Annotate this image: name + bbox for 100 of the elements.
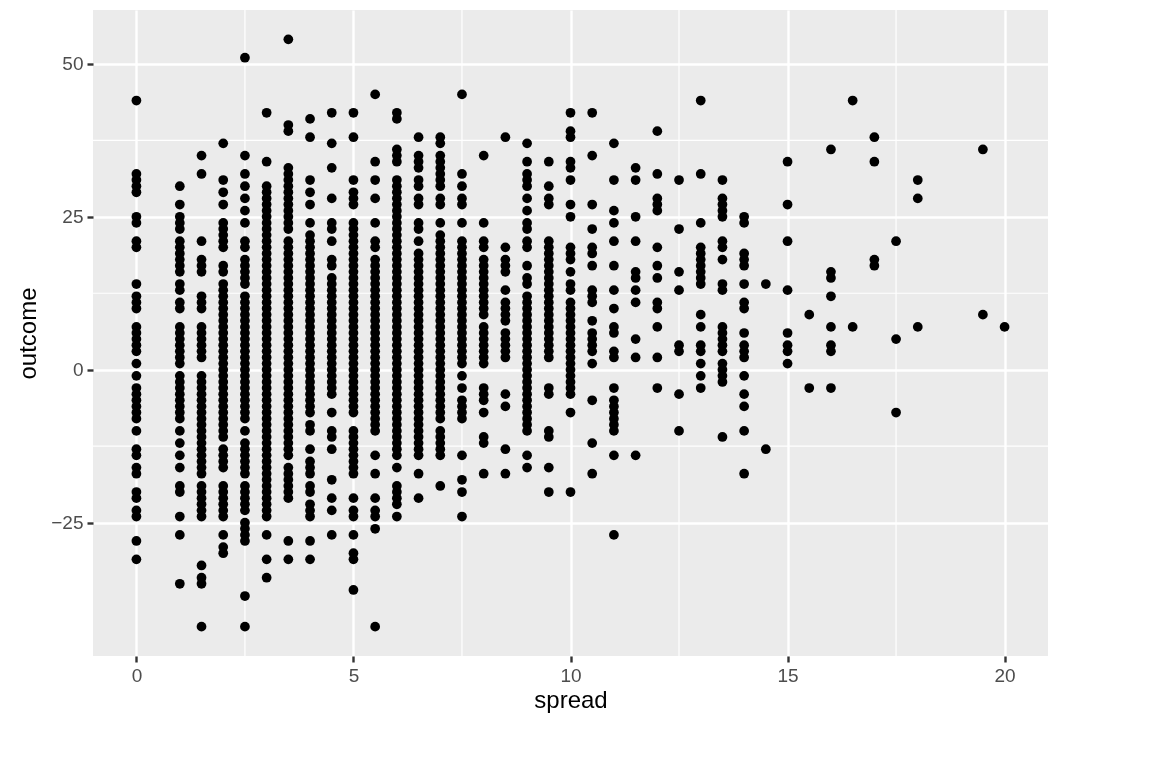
point: [131, 95, 142, 106]
point: [370, 89, 381, 100]
point: [522, 260, 532, 271]
point: [305, 114, 315, 124]
point: [261, 554, 272, 565]
point: [522, 205, 532, 216]
point: [565, 199, 576, 210]
point: [695, 218, 706, 228]
point: [652, 242, 663, 253]
point: [739, 370, 750, 381]
point: [305, 199, 315, 210]
point: [652, 260, 663, 271]
point: [131, 358, 142, 369]
point: [131, 536, 142, 546]
point: [348, 175, 359, 185]
point: [630, 334, 641, 344]
point: [326, 193, 337, 204]
point: [609, 450, 619, 461]
point: [240, 52, 250, 63]
point: [326, 493, 337, 504]
point: [457, 487, 467, 497]
point: [826, 144, 836, 155]
point: [674, 285, 684, 296]
point: [326, 505, 337, 516]
point: [218, 175, 229, 185]
point: [370, 621, 381, 632]
point: [826, 291, 836, 302]
point: [500, 468, 511, 479]
point: [196, 560, 207, 571]
point: [869, 156, 880, 167]
point: [196, 236, 207, 247]
point: [587, 150, 598, 161]
point: [261, 572, 272, 583]
point: [652, 126, 663, 136]
point: [174, 224, 185, 234]
point: [457, 383, 467, 393]
point: [326, 530, 337, 540]
point: [609, 205, 619, 216]
point: [609, 285, 619, 296]
point: [500, 242, 511, 253]
point: [565, 266, 576, 277]
point: [174, 426, 185, 436]
point: [522, 193, 532, 204]
point: [674, 426, 684, 436]
point: [457, 474, 467, 485]
point: [305, 426, 315, 436]
point: [240, 181, 250, 192]
point: [782, 285, 793, 296]
point: [174, 530, 185, 540]
point: [695, 95, 706, 106]
point: [652, 322, 663, 332]
point: [717, 377, 728, 387]
y-tick-label: 0: [72, 359, 84, 381]
point: [587, 468, 598, 479]
x-tick-label: 0: [131, 664, 143, 686]
point: [804, 309, 815, 320]
point: [826, 322, 836, 332]
x-axis-title: spread: [534, 685, 608, 713]
point: [218, 432, 229, 442]
point: [305, 132, 315, 143]
point: [413, 224, 424, 234]
point: [348, 493, 359, 504]
point: [717, 432, 728, 442]
point: [457, 169, 467, 179]
point: [522, 156, 532, 167]
point: [717, 175, 728, 185]
point: [348, 530, 359, 540]
point: [695, 279, 706, 289]
point: [891, 236, 901, 247]
point: [174, 181, 185, 192]
point: [457, 181, 467, 192]
point: [305, 536, 315, 546]
point: [131, 279, 142, 289]
point: [305, 218, 315, 228]
point: [370, 468, 381, 479]
point: [522, 462, 532, 473]
point: [565, 175, 576, 185]
x-tick-label: 5: [348, 664, 360, 686]
point: [522, 450, 532, 461]
point: [370, 175, 381, 185]
point: [218, 199, 229, 210]
point: [652, 169, 663, 179]
point: [326, 224, 337, 234]
point: [695, 322, 706, 332]
point: [652, 273, 663, 283]
point: [999, 322, 1010, 332]
point: [370, 156, 381, 167]
x-tick-label: 20: [994, 664, 1016, 686]
point: [457, 450, 467, 461]
point: [131, 370, 142, 381]
point: [869, 132, 880, 143]
point: [174, 450, 185, 461]
point: [543, 181, 554, 192]
point: [240, 591, 250, 601]
point: [218, 138, 229, 149]
point: [912, 175, 923, 185]
point: [174, 578, 185, 589]
point: [630, 297, 641, 308]
point: [587, 395, 598, 406]
point: [543, 432, 554, 442]
